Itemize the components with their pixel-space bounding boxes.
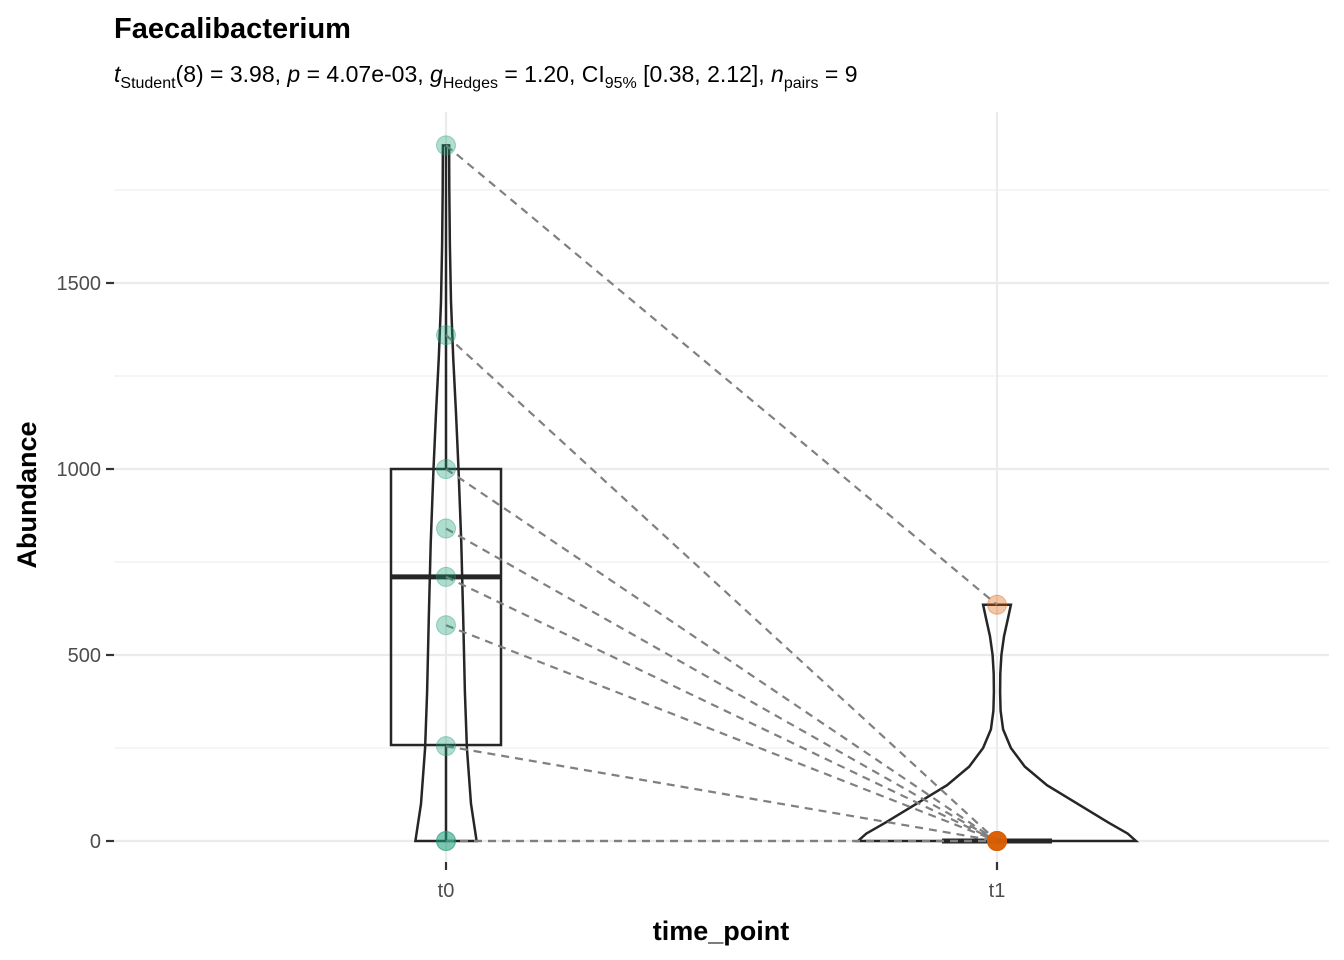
data-point-t1 — [987, 831, 1007, 851]
boxplots — [389, 145, 1052, 844]
subtitle-df: (8) = 3.98, — [176, 61, 288, 87]
subtitle-effect-value: = 1.20, CI — [498, 61, 605, 87]
subtitle-ci-sub: 95% — [605, 75, 637, 92]
data-points — [436, 135, 1007, 851]
data-point-t1 — [987, 831, 1007, 851]
subtitle-p-symbol: p — [286, 61, 300, 87]
data-point-t0 — [436, 831, 456, 851]
data-point-t0 — [436, 736, 456, 757]
subtitle-n-sub: pairs — [784, 75, 819, 92]
data-point-t1 — [987, 831, 1007, 851]
violin-t0 — [413, 144, 479, 843]
pair-line — [445, 144, 998, 606]
pair-line — [445, 575, 998, 842]
subtitle-n-value: = 9 — [819, 61, 858, 87]
subtitle-effect-sub: Hedges — [443, 75, 498, 92]
data-point-t0 — [436, 135, 456, 156]
data-point-t1 — [987, 831, 1007, 851]
pair-line — [445, 624, 998, 843]
subtitle-effect-symbol: g — [430, 61, 443, 87]
data-point-t0 — [436, 615, 456, 636]
chart-subtitle: tStudent(8) = 3.98, p = 4.07e-03, gHedge… — [114, 61, 858, 92]
data-point-t1 — [987, 594, 1007, 615]
subtitle-n-symbol: n — [771, 61, 784, 87]
data-point-t0 — [436, 325, 456, 346]
y-tick-label: 1000 — [57, 459, 102, 481]
data-point-t0 — [436, 566, 456, 587]
chart-title: Faecalibacterium — [114, 13, 351, 45]
data-point-t0 — [436, 518, 456, 539]
grid — [114, 112, 1329, 862]
pair-line — [445, 527, 998, 842]
axes: 0 500 1000 1500 t0 t1 — [57, 273, 1006, 902]
pair-line — [445, 334, 998, 842]
violin-t1 — [854, 603, 1140, 843]
subtitle-p-value: = 4.07e-03, — [300, 61, 430, 87]
y-tick-label: 0 — [90, 831, 101, 853]
pair-line — [445, 745, 998, 843]
subtitle-statistic-symbol: t — [114, 61, 122, 87]
data-point-t0 — [436, 831, 456, 851]
y-axis-title: Abundance — [12, 421, 42, 568]
y-tick-label: 500 — [68, 645, 101, 667]
x-tick-label: t1 — [989, 880, 1006, 902]
data-point-t1 — [987, 831, 1007, 851]
violins — [413, 144, 1140, 843]
x-axis-title: time_point — [653, 916, 790, 946]
data-point-t0 — [436, 459, 456, 479]
subtitle-ci-value: [0.38, 2.12], — [637, 61, 771, 87]
data-point-t1 — [987, 831, 1007, 851]
y-tick-label: 1500 — [57, 273, 102, 295]
subtitle-statistic-sub: Student — [120, 75, 176, 92]
x-tick-label: t0 — [438, 880, 455, 902]
data-point-t1 — [987, 831, 1007, 851]
data-point-t1 — [987, 831, 1007, 851]
pair-lines — [445, 144, 998, 843]
